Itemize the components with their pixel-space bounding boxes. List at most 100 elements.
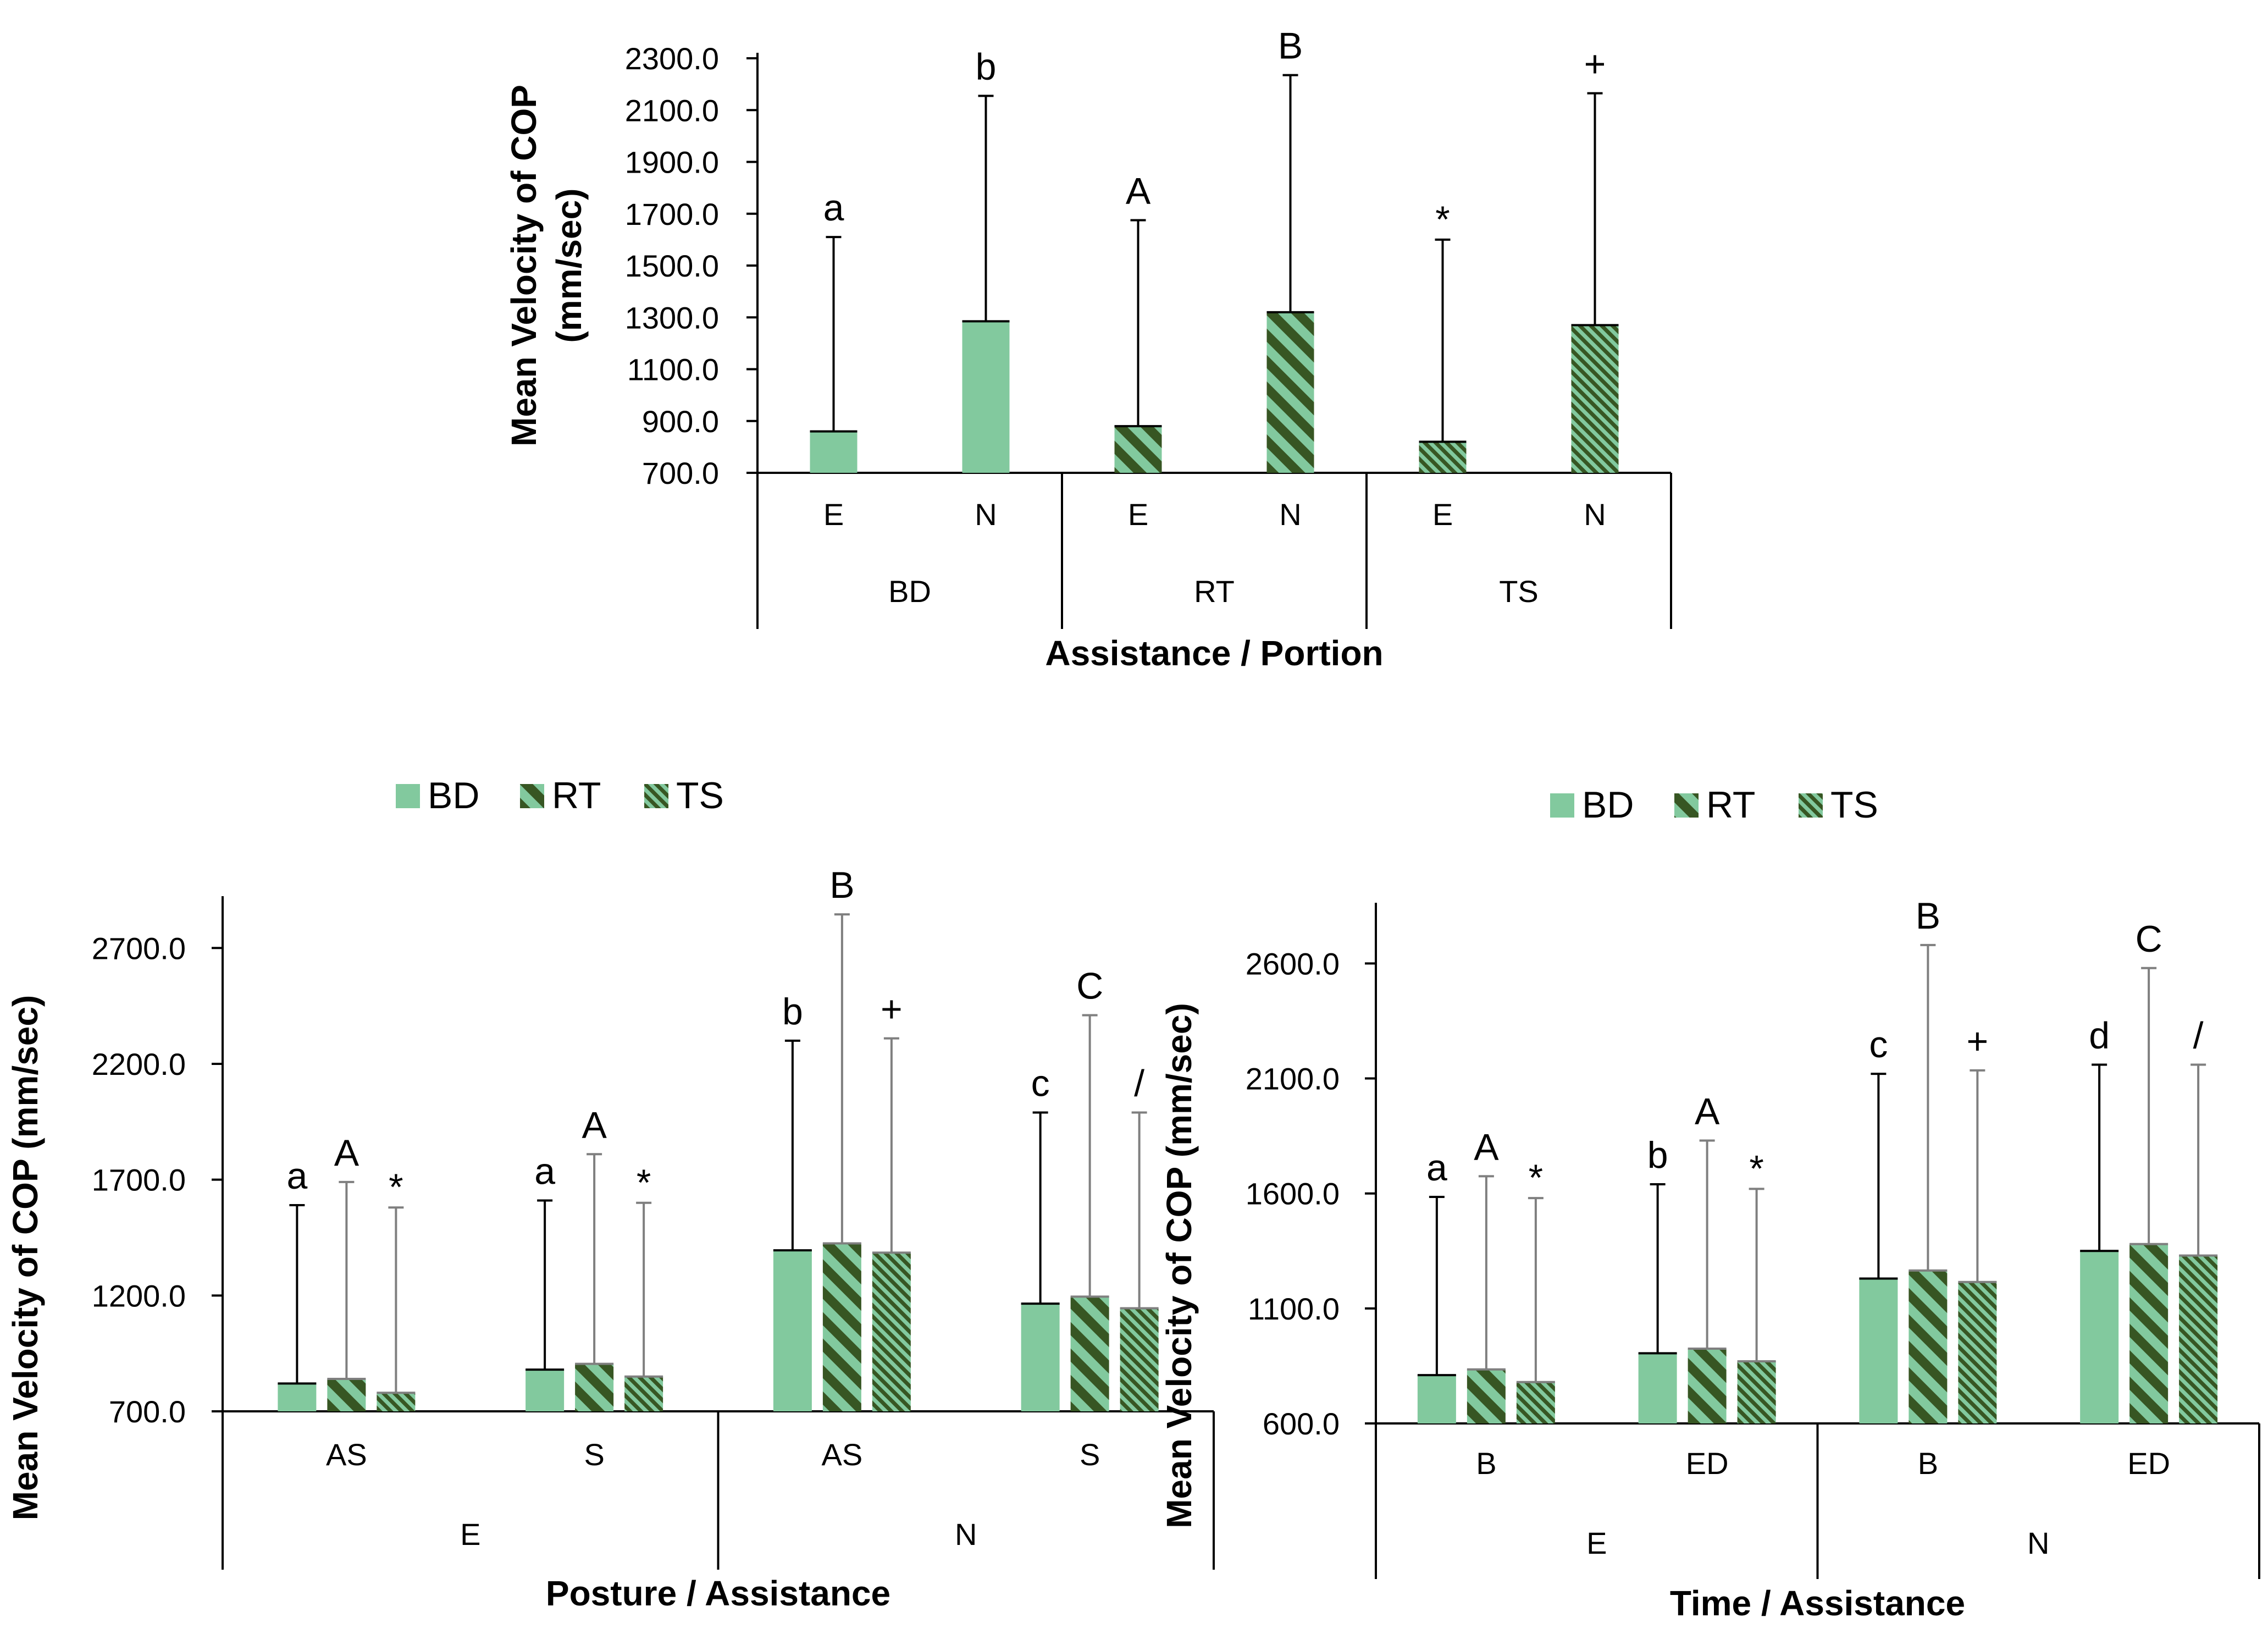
y-tick-label: 2600.0 [1246, 946, 1340, 981]
group-label: N [2027, 1526, 2049, 1560]
legend-swatch-bd [1550, 793, 1574, 818]
bar-bd [1859, 1278, 1898, 1423]
bar-bd [1021, 1304, 1060, 1411]
significance-label: d [2089, 1014, 2110, 1056]
bar-ts [2179, 1255, 2218, 1423]
significance-label: A [334, 1132, 359, 1174]
bar-rt [1266, 312, 1314, 473]
bar-ts [1516, 1382, 1555, 1423]
group-label: N [955, 1517, 977, 1552]
group-label: RT [1194, 574, 1235, 609]
group-label: E [460, 1517, 480, 1552]
bar-rt [1070, 1296, 1109, 1411]
category-label: N [975, 497, 997, 532]
category-label: N [1279, 497, 1301, 532]
bar-bd [1417, 1375, 1456, 1423]
bar-ts [1571, 325, 1619, 473]
legend-swatch-rt [520, 784, 544, 808]
significance-label: B [829, 864, 854, 906]
bar-bd [962, 321, 1010, 473]
x-axis-label: Assistance / Portion [1045, 633, 1383, 673]
bar-ts [377, 1393, 416, 1411]
y-tick-label: 2700.0 [92, 931, 186, 965]
group-label: TS [1499, 574, 1539, 609]
x-axis-label: Time / Assistance [1670, 1583, 1965, 1623]
category-label: AS [326, 1437, 367, 1472]
significance-label: a [286, 1155, 307, 1197]
bar-rt [1467, 1369, 1506, 1423]
legend-swatch-ts [1799, 793, 1823, 818]
significance-label: b [1647, 1134, 1668, 1176]
y-axis-label: Mean Velocity of COP (mm/sec) [5, 995, 45, 1521]
y-tick-label: 700.0 [642, 456, 719, 490]
category-label: ED [1686, 1446, 1729, 1481]
category-label: B [1476, 1446, 1496, 1481]
chart-bottom-right: 600.0 1100.0 1600.0 2100.0 2600.0 Mean Veloci… [1159, 784, 2260, 1623]
bar-ts [1958, 1282, 1997, 1423]
legend-swatch-bd [396, 784, 420, 808]
category-label: AS [822, 1437, 863, 1472]
category-label: E [1128, 497, 1148, 532]
bar-rt [822, 1243, 861, 1411]
legend-swatch-rt [1674, 793, 1699, 818]
bar-ts [624, 1376, 663, 1411]
significance-label: B [1278, 25, 1303, 67]
y-tick-label: 1300.0 [625, 300, 719, 335]
significance-label: * [1435, 198, 1450, 240]
y-tick-label: 2300.0 [625, 41, 719, 76]
y-tick-label: 700.0 [109, 1394, 186, 1429]
y-tick-label: 1700.0 [625, 197, 719, 231]
y-tick-label: 1900.0 [625, 145, 719, 180]
legend-label-ts: TS [1830, 784, 1878, 826]
significance-label: c [1869, 1024, 1888, 1066]
category-label: E [823, 497, 844, 532]
bar-rt [1909, 1270, 1948, 1423]
significance-label: / [2193, 1014, 2204, 1056]
legend-label-rt: RT [1706, 784, 1755, 826]
group-label: E [1586, 1526, 1607, 1560]
bar-ts [1419, 441, 1467, 473]
significance-label: * [389, 1166, 403, 1208]
y-axis-label-unit: (mm/sec) [549, 189, 589, 343]
bar-rt [2129, 1244, 2169, 1423]
significance-label: C [2136, 918, 2162, 960]
x-axis-label: Posture / Assistance [546, 1574, 890, 1613]
significance-label: B [1916, 895, 1940, 937]
y-tick-label: 1100.0 [627, 352, 719, 387]
significance-label: * [1529, 1157, 1543, 1199]
bar-ts [872, 1252, 911, 1411]
significance-label: + [881, 989, 903, 1030]
category-label: S [1080, 1437, 1100, 1472]
bar-rt [327, 1379, 366, 1411]
bar-ts [1120, 1308, 1159, 1411]
y-tick-label: 2200.0 [92, 1047, 186, 1081]
significance-label: A [1695, 1090, 1720, 1132]
significance-label: a [823, 187, 844, 229]
significance-label: c [1031, 1062, 1050, 1104]
y-axis-label: Mean Velocity of COP [504, 85, 544, 446]
y-tick-label: 2100.0 [625, 93, 719, 128]
bar-bd [278, 1383, 317, 1411]
bar-bd [810, 431, 858, 473]
significance-label: / [1134, 1062, 1144, 1104]
y-tick-label: 900.0 [642, 404, 719, 439]
category-label: E [1432, 497, 1453, 532]
bar-rt [575, 1364, 614, 1411]
significance-label: A [1474, 1126, 1499, 1168]
legend-label-ts: TS [676, 775, 724, 816]
significance-label: A [1126, 170, 1151, 212]
significance-label: a [1426, 1147, 1447, 1189]
y-tick-label: 1600.0 [1246, 1177, 1340, 1211]
y-tick-label: 1100.0 [1248, 1291, 1340, 1326]
significance-label: * [637, 1162, 651, 1204]
y-tick-label: 1500.0 [625, 249, 719, 283]
significance-label: b [782, 991, 803, 1033]
significance-label: A [582, 1104, 607, 1146]
bar-bd [773, 1250, 812, 1411]
category-label: S [584, 1437, 604, 1472]
significance-label: C [1076, 965, 1103, 1007]
bar-bd [2080, 1251, 2119, 1423]
legend-label-bd: BD [1582, 784, 1634, 826]
category-label: B [1918, 1446, 1938, 1481]
